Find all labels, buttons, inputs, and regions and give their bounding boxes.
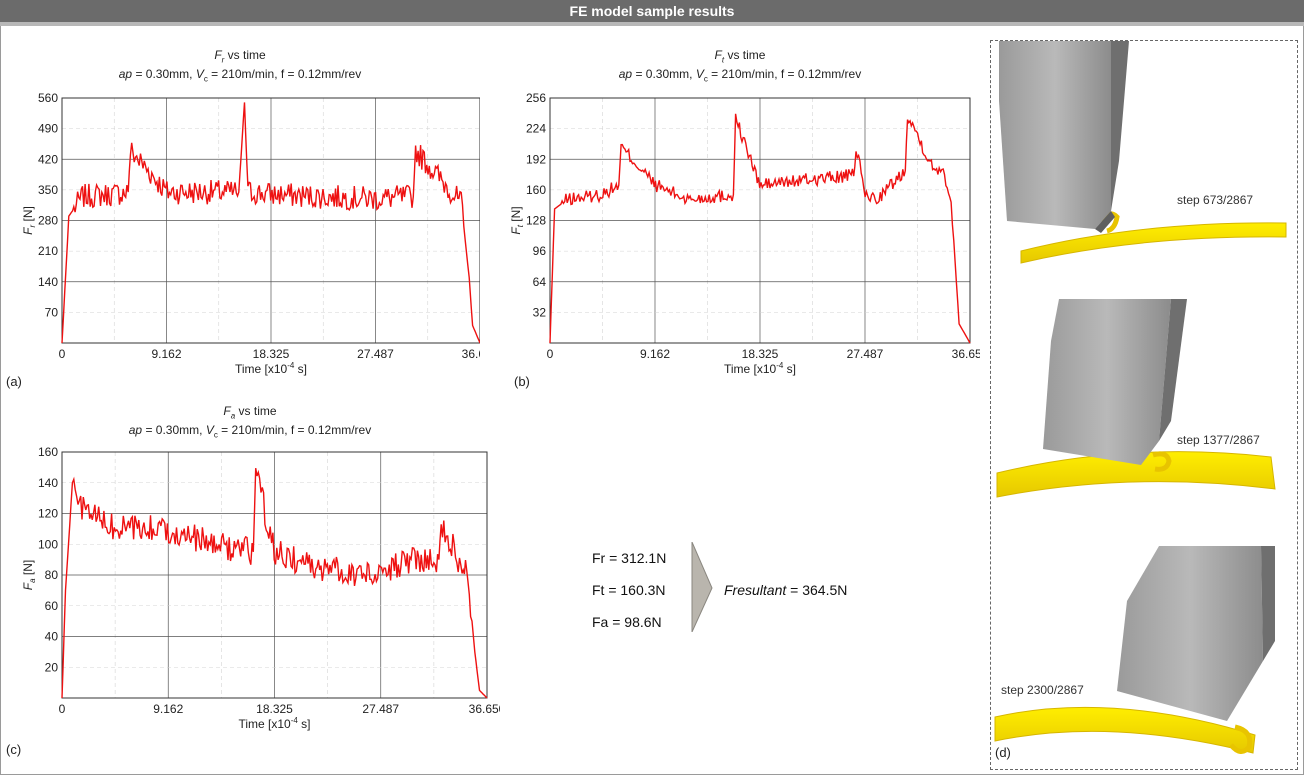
tool-snapshot-1	[999, 41, 1287, 264]
chart-fa-title: Fa vs time ap = 0.30mm, Vc = 210m/min, f…	[128, 404, 372, 440]
y-tick-label: 280	[38, 214, 58, 228]
summary-fa: Fa = 98.6N	[592, 614, 662, 630]
plot-frame	[61, 451, 488, 699]
tool-snapshot-3	[994, 546, 1275, 754]
x-tick-label: 36.650	[462, 347, 480, 361]
step-label-3: step 2300/2867	[1001, 683, 1084, 697]
x-tick-label: 0	[547, 347, 554, 361]
y-tick-label: 40	[45, 630, 59, 644]
y-tick-label: 560	[38, 91, 58, 105]
y-tick-label: 224	[526, 122, 546, 136]
step-label-1: step 673/2867	[1177, 193, 1254, 207]
plot-frame	[549, 97, 971, 344]
chart-ft-title: Ft vs time ap = 0.30mm, Vc = 210m/min, f…	[618, 48, 862, 84]
simulation-snapshots	[994, 41, 1287, 754]
summary-resultant: Fresultant = 364.5N	[724, 582, 848, 598]
y-tick-label: 96	[533, 244, 547, 258]
y-tick-label: 20	[45, 660, 59, 674]
panel-letter-c: (c)	[6, 742, 22, 757]
chart-fr-svg: 0 9.162 18.325 27.487 36.650 70 140 210 280 350 42…	[21, 91, 480, 376]
series-line	[549, 113, 971, 344]
y-tick-label: 64	[533, 275, 547, 289]
x-tick-label: 18.325	[256, 702, 293, 716]
x-tick-label: 36.650	[952, 347, 980, 361]
y-tick-label: 192	[526, 152, 546, 166]
summary-fr: Fr = 312.1N	[592, 550, 667, 566]
x-tick-label: 36.650	[469, 702, 500, 716]
x-tick-label: 27.487	[362, 702, 399, 716]
y-tick-label: 60	[45, 599, 59, 613]
x-tick-label: 18.325	[742, 347, 779, 361]
y-tick-label: 256	[526, 91, 546, 105]
arrow-icon	[691, 542, 713, 632]
y-tick-label: 128	[526, 214, 546, 228]
y-axis-label: Fr [N]	[21, 206, 37, 235]
summary-ft: Ft = 160.3N	[592, 582, 666, 598]
panel-letter-d: (d)	[995, 745, 1011, 760]
x-axis-label: Time [x10-4 s]	[235, 361, 307, 376]
y-tick-label: 70	[45, 305, 59, 319]
chart-fr: Fr vs time ap = 0.30mm, Vc = 210m/min, f…	[0, 44, 480, 394]
chart-ft-svg: 0 9.162 18.325 27.487 36.650 32 64 96 128 160 192 2…	[509, 91, 980, 376]
grid	[550, 97, 970, 343]
figure-title: FE model sample results	[0, 0, 1304, 26]
x-tick-label: 9.162	[151, 347, 181, 361]
y-tick-label: 350	[38, 183, 58, 197]
y-axis-label: Fa [N]	[21, 560, 37, 590]
grid	[62, 451, 487, 698]
y-tick-label: 160	[526, 183, 546, 197]
x-tick-label: 9.162	[153, 702, 183, 716]
x-tick-label: 9.162	[640, 347, 670, 361]
simulation-panel: step 673/2867 step 1377/2867 step 2300/2…	[990, 40, 1298, 770]
y-tick-label: 140	[38, 275, 58, 289]
series-line	[61, 102, 480, 344]
y-tick-label: 420	[38, 152, 58, 166]
x-tick-label: 0	[59, 347, 66, 361]
y-tick-label: 32	[533, 305, 547, 319]
chart-ft: Ft vs time ap = 0.30mm, Vc = 210m/min, f…	[500, 44, 980, 394]
plot-frame	[61, 97, 480, 344]
y-tick-label: 490	[38, 122, 58, 136]
x-tick-label: 0	[59, 702, 66, 716]
x-tick-label: 27.487	[357, 347, 394, 361]
x-axis-label: Time [x10-4 s]	[238, 716, 310, 731]
y-tick-label: 210	[38, 244, 58, 258]
x-tick-label: 18.325	[253, 347, 290, 361]
tool-snapshot-2	[996, 299, 1276, 498]
y-tick-label: 140	[38, 476, 58, 490]
series-line	[61, 467, 488, 699]
force-summary: Fr = 312.1N Ft = 160.3N Fa = 98.6N Fresu…	[588, 542, 948, 660]
y-tick-label: 80	[45, 568, 59, 582]
y-tick-label: 160	[38, 445, 58, 459]
y-tick-label: 120	[38, 507, 58, 521]
chart-fr-title: Fr vs time ap = 0.30mm, Vc = 210m/min, f…	[118, 48, 362, 84]
panel-letter-a: (a)	[6, 374, 22, 389]
chart-fa-svg: 0 9.162 18.325 27.487 36.650 20 40 60 80 100 120 14…	[21, 445, 500, 731]
y-tick-label: 100	[38, 537, 58, 551]
x-tick-label: 27.487	[847, 347, 884, 361]
panel-letter-b: (b)	[514, 374, 530, 389]
y-axis-label: Ft [N]	[509, 206, 525, 234]
grid	[62, 97, 480, 343]
chart-fa: Fa vs time ap = 0.30mm, Vc = 210m/min, f…	[0, 400, 500, 770]
step-label-2: step 1377/2867	[1177, 433, 1260, 447]
x-axis-label: Time [x10-4 s]	[724, 361, 796, 376]
